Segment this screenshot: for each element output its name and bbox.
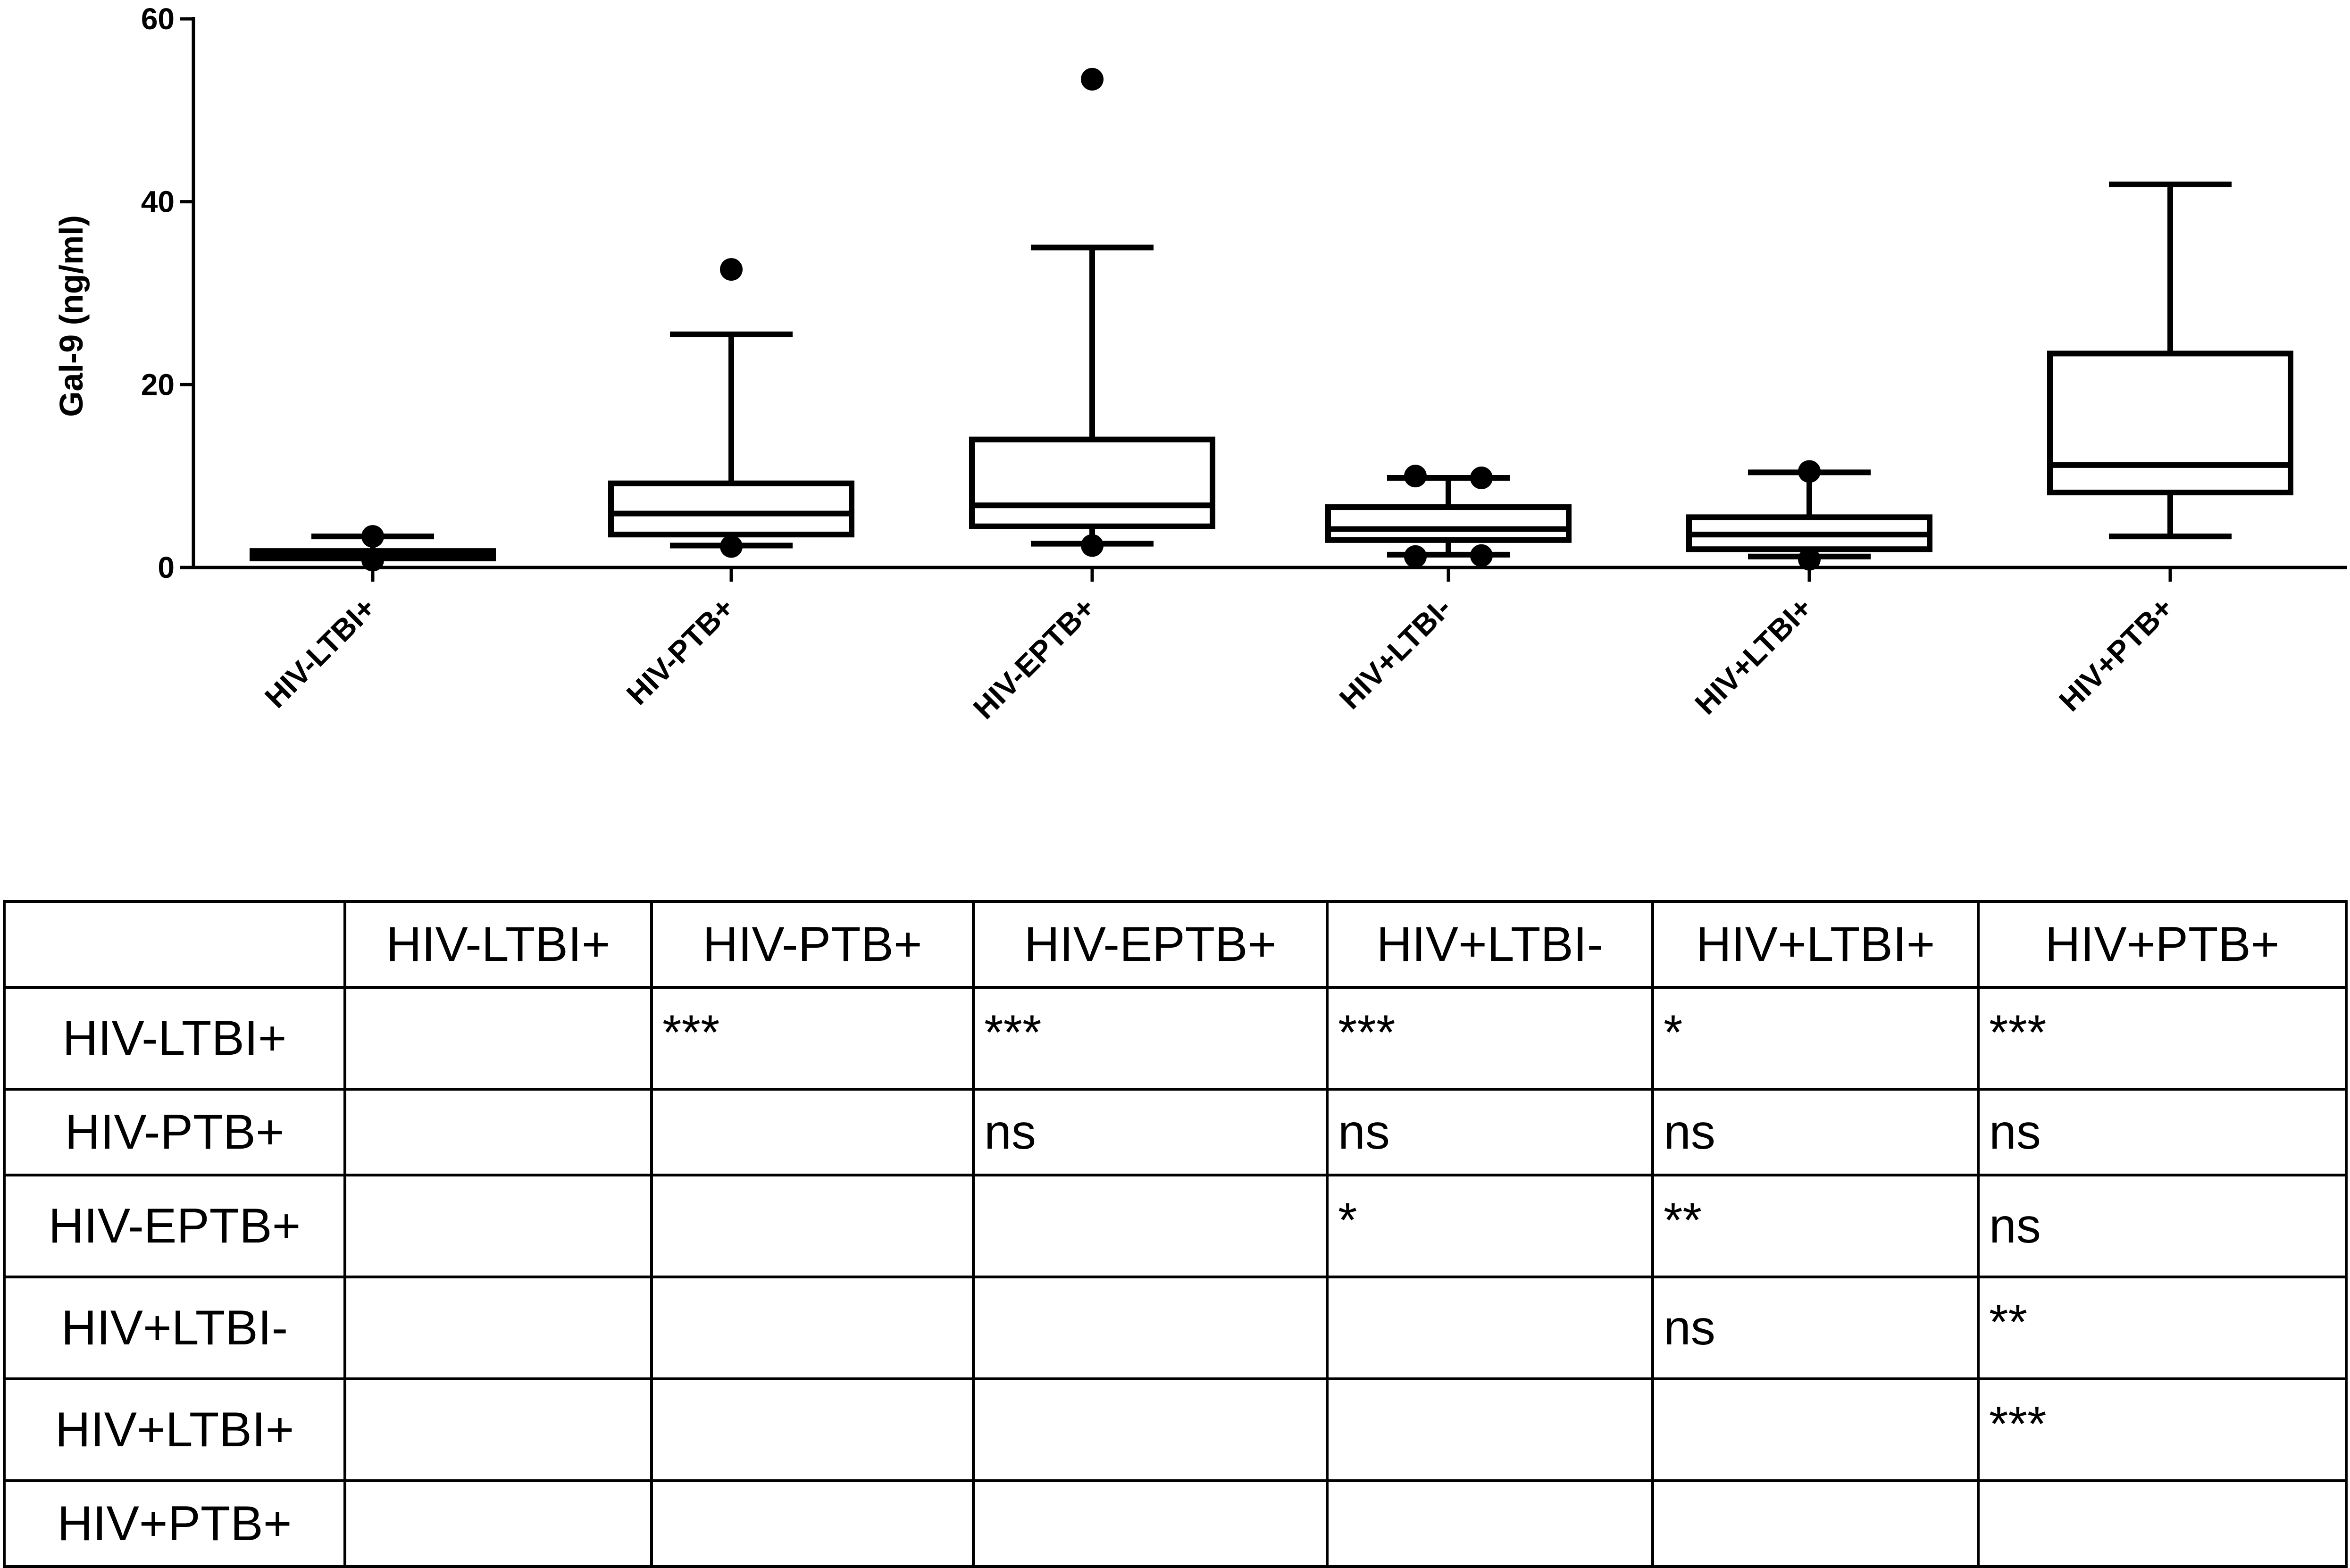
outlier-point <box>1470 467 1493 490</box>
table-cell <box>650 1377 975 1482</box>
table-cell <box>972 1377 1329 1482</box>
table-cell: ns <box>1651 1088 1980 1176</box>
y-tick-label: 20 <box>141 367 175 401</box>
outlier-point <box>1798 548 1821 571</box>
column-header: HIV-EPTB+ <box>972 900 1329 989</box>
table-cell: *** <box>1977 986 2348 1091</box>
box <box>1325 504 1572 543</box>
row-header: HIV+LTBI- <box>3 1276 346 1380</box>
table-cell: ** <box>1977 1276 2348 1380</box>
outlier-point <box>1081 67 1104 91</box>
row-header: HIV+LTBI+ <box>3 1377 346 1482</box>
row-header: HIV-EPTB+ <box>3 1174 346 1278</box>
table-cell <box>1651 1479 1980 1568</box>
row-header: HIV-LTBI+ <box>3 986 346 1091</box>
outlier-point <box>361 525 384 548</box>
box <box>969 436 1215 529</box>
table-cell <box>1977 1479 2348 1568</box>
table-cell <box>650 1276 975 1380</box>
y-tick-label: 0 <box>158 550 175 584</box>
x-tick-label: HIV+LTBI+ <box>1689 591 1819 721</box>
table-row: HIV-LTBI+ *** *** *** * *** <box>3 986 2348 1091</box>
outlier-point <box>1404 545 1427 568</box>
table-header: HIV-LTBI+ HIV-PTB+ HIV-EPTB+ HIV+LTBI- H… <box>3 900 2348 989</box>
table-cell <box>343 1088 653 1176</box>
table-corner-cell <box>3 900 346 989</box>
table-row: HIV-PTB+ ns ns ns ns <box>3 1088 2348 1176</box>
table-cell <box>972 1479 1329 1568</box>
row-header: HIV-PTB+ <box>3 1088 346 1176</box>
table-body: HIV-LTBI+ *** *** *** * *** HIV-PTB+ ns ns ns ns HI… <box>3 986 2348 1568</box>
y-tick-label: 60 <box>141 2 175 36</box>
column-header: HIV-PTB+ <box>650 900 975 989</box>
table-cell: * <box>1651 986 1980 1091</box>
x-tick-label: HIV-EPTB+ <box>967 591 1102 726</box>
table-cell <box>972 1276 1329 1380</box>
table-cell: ns <box>1651 1276 1980 1380</box>
box <box>2047 350 2293 496</box>
box <box>608 480 854 538</box>
table-cell: ** <box>1651 1174 1980 1278</box>
table-cell: ns <box>972 1088 1329 1176</box>
x-tick-label: HIV+LTBI- <box>1333 591 1458 716</box>
table-cell <box>343 1276 653 1380</box>
x-tick-label: HIV+PTB+ <box>2052 591 2180 718</box>
box-plot-chart: 0 20 40 60 HIV-LTBI+ HIV-PTB+ HIV-EPTB+ HIV+LTB… <box>53 2 2347 726</box>
table-row: HIV+LTBI+ *** <box>3 1377 2348 1482</box>
outlier-point <box>1404 465 1427 488</box>
y-axis-label: Gal-9 (ng/ml) <box>53 215 90 417</box>
table-cell <box>650 1174 975 1278</box>
outlier-point <box>720 258 743 281</box>
table-cell <box>343 1377 653 1482</box>
table-cell <box>1326 1479 1654 1568</box>
table-cell <box>343 1479 653 1568</box>
table-cell: * <box>1326 1174 1654 1278</box>
table-cell: *** <box>650 986 975 1091</box>
x-tick-label: HIV-LTBI+ <box>258 591 382 715</box>
y-tick-label: 40 <box>141 185 175 219</box>
row-header: HIV+PTB+ <box>3 1479 346 1568</box>
table-row: HIV+LTBI-ns ** <box>3 1276 2348 1380</box>
significance-table: HIV-LTBI+ HIV-PTB+ HIV-EPTB+ HIV+LTBI- H… <box>3 900 2348 1568</box>
table-cell <box>343 1174 653 1278</box>
table-cell: ns <box>1977 1088 2348 1176</box>
outlier-point <box>1470 544 1493 567</box>
table-cell <box>343 986 653 1091</box>
table-cell <box>650 1479 975 1568</box>
column-header: HIV+LTBI+ <box>1651 900 1980 989</box>
table-cell <box>1326 1276 1654 1380</box>
table-cell <box>1651 1377 1980 1482</box>
table-cell: *** <box>1326 986 1654 1091</box>
column-header: HIV+PTB+ <box>1977 900 2348 989</box>
outlier-point <box>1081 534 1104 557</box>
outlier-point <box>1798 460 1821 483</box>
column-header: HIV+LTBI- <box>1326 900 1654 989</box>
table-row: HIV+PTB+ <box>3 1479 2348 1568</box>
table-cell: *** <box>972 986 1329 1091</box>
table-cell: ns <box>1326 1088 1654 1176</box>
outlier-point <box>720 535 743 558</box>
table-cell: *** <box>1977 1377 2348 1482</box>
table-cell <box>1326 1377 1654 1482</box>
table-cell: ns <box>1977 1174 2348 1278</box>
plot-area: 0 20 40 60 HIV-LTBI+ HIV-PTB+ HIV-EPTB+ HIV+LTB… <box>141 2 2347 726</box>
table-cell <box>650 1088 975 1176</box>
column-header: HIV-LTBI+ <box>343 900 653 989</box>
outlier-point <box>361 549 384 572</box>
table-row: HIV-EPTB+ * ** ns <box>3 1174 2348 1278</box>
table-header-row: HIV-LTBI+ HIV-PTB+ HIV-EPTB+ HIV+LTBI- H… <box>3 900 2348 989</box>
table-cell <box>972 1174 1329 1278</box>
x-tick-label: HIV-PTB+ <box>620 591 741 711</box>
